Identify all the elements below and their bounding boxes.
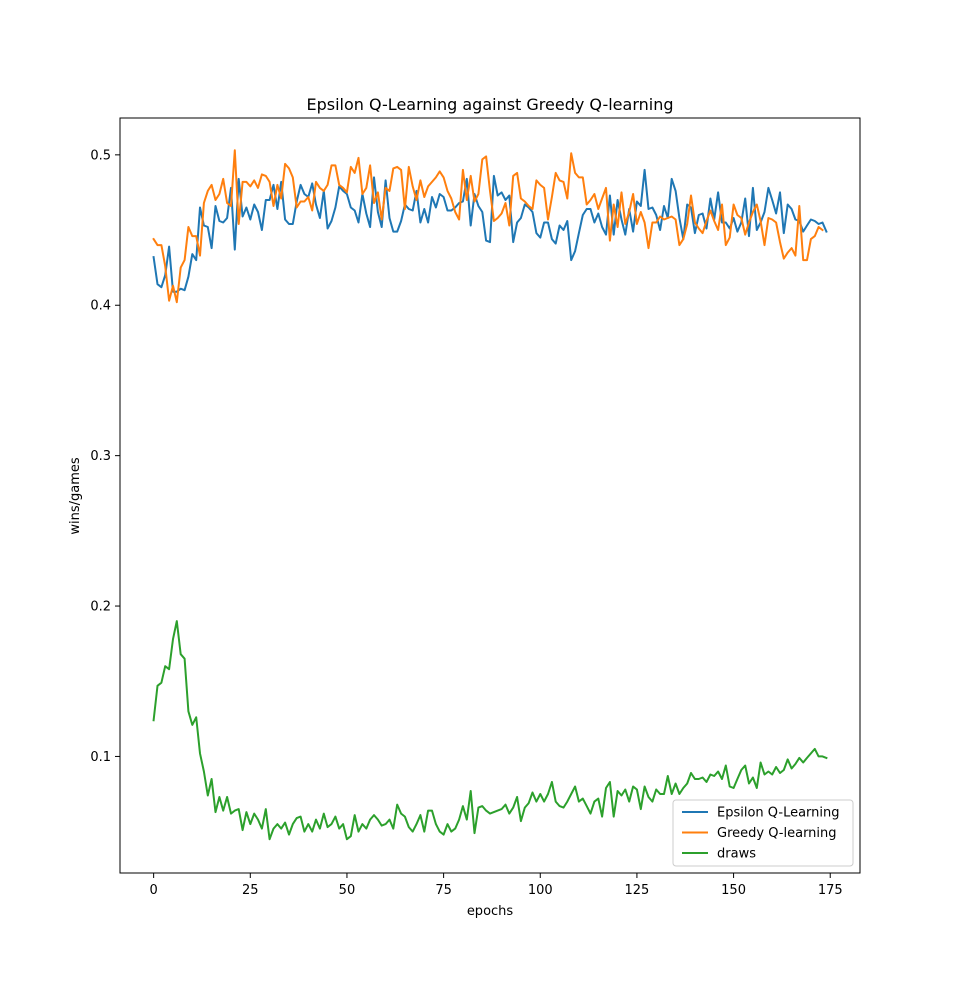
legend-label: Greedy Q-learning <box>717 826 837 841</box>
y-tick-label: 0.3 <box>90 449 111 464</box>
series-line-2 <box>152 620 828 841</box>
x-tick-label: 50 <box>339 883 356 898</box>
x-axis-label: epochs <box>467 904 514 919</box>
series-line-1 <box>152 149 824 304</box>
x-tick-label: 25 <box>242 883 259 898</box>
x-tick-label: 150 <box>721 883 746 898</box>
x-tick-label: 175 <box>818 883 843 898</box>
y-tick-label: 0.5 <box>90 148 111 163</box>
legend-label: Epsilon Q-Learning <box>717 806 840 821</box>
axes-layer: 0 25 50 75 100 125 150 175 0.1 0.2 0.3 0.4 0.5 <box>90 117 861 898</box>
chart-title: Epsilon Q-Learning against Greedy Q-lear… <box>306 95 673 114</box>
y-tick-label: 0.1 <box>90 750 111 765</box>
x-tick-label: 100 <box>528 883 553 898</box>
x-tick-label: 75 <box>435 883 452 898</box>
plot-frame <box>119 117 861 874</box>
x-tick-label: 0 <box>149 883 157 898</box>
legend-box <box>672 799 854 867</box>
legend-label: draws <box>717 847 756 862</box>
y-tick-label: 0.2 <box>90 600 111 615</box>
legend: Epsilon Q-Learning Greedy Q-learning draws <box>672 799 854 867</box>
x-tick-label: 125 <box>625 883 650 898</box>
y-axis-label: wins/games <box>68 457 83 535</box>
y-tick-label: 0.4 <box>90 299 111 314</box>
series-layer <box>152 149 828 841</box>
